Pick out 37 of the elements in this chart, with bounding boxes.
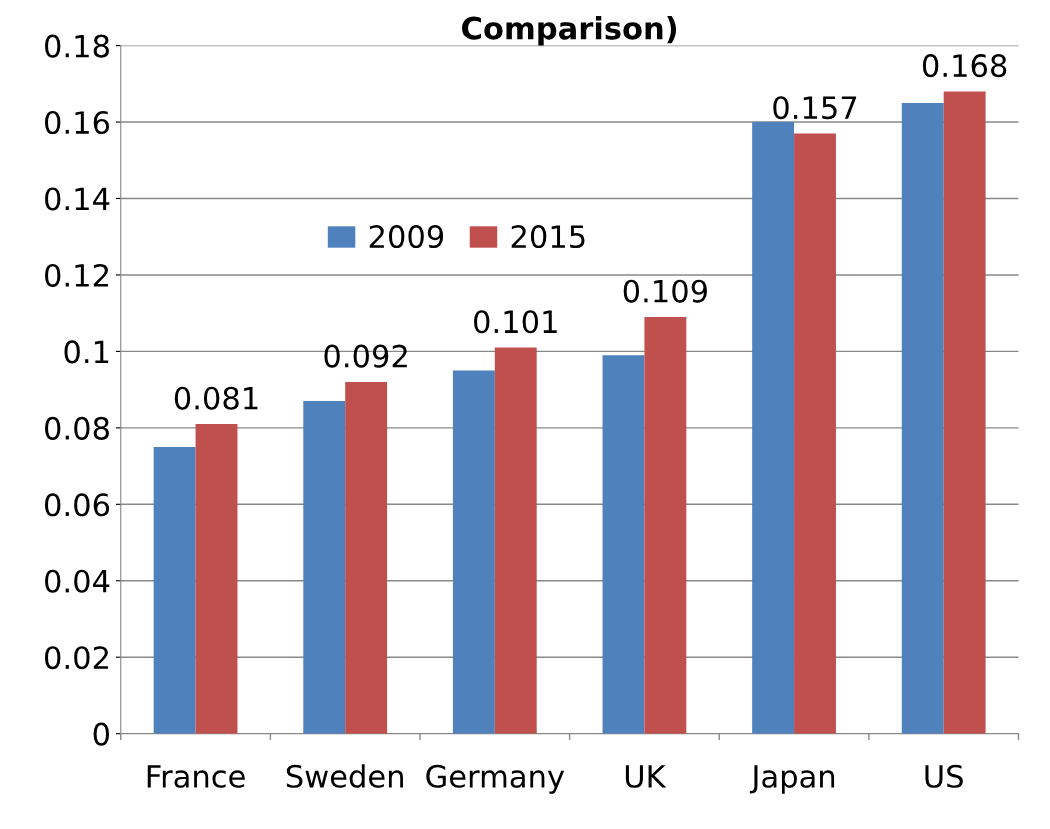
bar <box>794 133 836 734</box>
x-tick-label: Sweden <box>286 764 403 788</box>
data-label: 0.109 <box>623 279 707 303</box>
y-tick-label: 0.04 <box>45 569 110 593</box>
bar <box>452 370 495 734</box>
y-tick-label: 0.18 <box>45 34 109 58</box>
x-tick-label: Japan <box>749 765 835 794</box>
x-tick-label: Germany <box>426 764 565 794</box>
data-label: 0.101 <box>474 310 557 334</box>
y-tick-label: 0.02 <box>45 646 108 670</box>
bar <box>752 122 795 734</box>
x-tick-label: US <box>925 764 963 788</box>
y-tick-label: 0 <box>93 722 109 746</box>
legend-label: 2015 <box>511 225 585 249</box>
chart-title: Comparison) <box>462 16 677 46</box>
bar <box>901 102 944 734</box>
data-label: 0.081 <box>174 386 258 410</box>
y-tick-label: 0.06 <box>45 493 110 517</box>
bar <box>602 355 645 734</box>
x-tick-label: UK <box>625 765 667 788</box>
data-label: 0.168 <box>922 54 1007 78</box>
bar <box>943 91 986 734</box>
y-tick-label: 0.14 <box>45 187 110 211</box>
y-tick-label: 0.16 <box>45 110 110 135</box>
bar <box>303 401 346 734</box>
y-tick-label: 0.12 <box>45 263 108 287</box>
bar <box>153 446 196 734</box>
bar <box>644 317 687 734</box>
y-tick-label: 0.08 <box>45 416 109 440</box>
y-tick-label: 0.1 <box>64 340 109 364</box>
legend-label: 2009 <box>369 225 444 249</box>
bar <box>494 347 537 734</box>
x-tick-label: France <box>147 765 245 788</box>
data-label: 0.092 <box>324 344 407 368</box>
bar <box>345 381 388 734</box>
bar <box>195 424 238 734</box>
data-label: 0.157 <box>773 96 857 120</box>
